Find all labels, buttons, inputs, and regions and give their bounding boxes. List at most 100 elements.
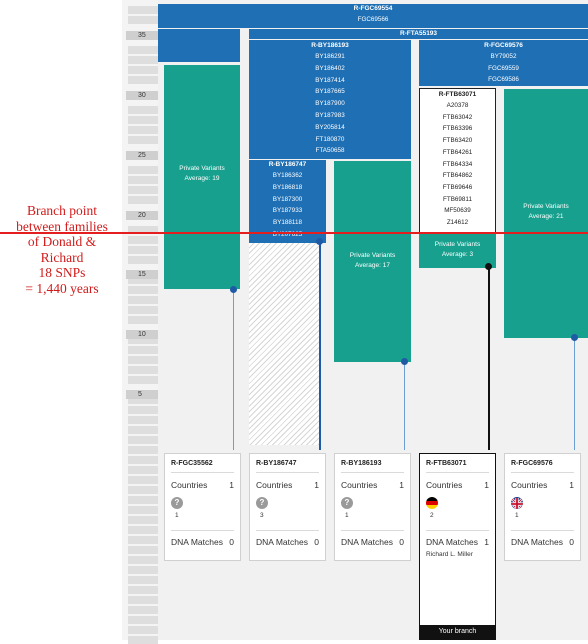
dna-matches-label: DNA Matches [171,537,223,547]
ruler-stripe [128,476,158,484]
private-variants-by186193[interactable]: Private Variants Average: 17 [334,161,411,362]
annotation-line: Richard [40,249,84,265]
snp-label: FTB64334 [442,160,473,168]
countries-label: Countries [171,480,208,490]
dna-match-name[interactable]: Richard L. Miller [426,551,473,558]
ruler-stripe [128,306,158,314]
ruler-stripe [128,116,158,124]
ruler-stripe [128,246,158,254]
private-variants-fgc69576[interactable]: Private Variants Average: 21 [504,89,588,338]
snp-label: BY187300 [272,195,303,203]
branch-point-line [0,232,588,234]
snp-label: FTB63042 [442,113,473,121]
connector-line [404,362,405,452]
snp-label: FGC69586 [488,76,519,83]
ruler-stripe [128,366,158,374]
dna-matches-count: 1 [484,537,489,547]
card-title: R-BY186193 [341,460,382,467]
snp-label: BY187933 [272,207,303,215]
card-title: R-FGC35562 [171,460,213,467]
country-member-count: 2 [430,512,434,519]
ruler-stripe [128,346,158,354]
dna-matches-label: DNA Matches [256,537,308,547]
branch-card-r-by186747[interactable]: R-BY186747 Countries 1? 3 DNA Matches 0 [249,453,326,561]
private-variants-label: Private Variants [523,203,569,210]
dna-matches-count: 0 [569,537,574,547]
node-title: R-BY186747 [268,161,307,168]
node-title: R-FTA55193 [399,30,438,37]
ruler-stripe [128,596,158,604]
private-variants-label: Private Variants [179,165,225,172]
card-divider [341,472,404,473]
node-fgc69554[interactable]: R-FGC69554 FGC69566 [158,4,588,28]
node-title: R-FGC69554 [353,5,393,12]
ruler-stripe [128,56,158,64]
ruler-stripe [128,606,158,614]
countries-count: 1 [484,480,489,490]
node-by186193[interactable]: R-BY186193 BY186291 BY186402 BY187414 BY187… [249,40,411,159]
snp-label: BY207625 [272,230,303,238]
ruler-tick-label: 5 [126,390,158,399]
snp-label: FTB64862 [442,172,473,180]
annotation-line: Branch point [26,203,98,218]
snp-label: MF50639 [444,207,471,215]
card-divider [256,530,319,531]
card-divider [171,472,234,473]
your-branch-label: Your branch [420,625,495,639]
private-variants-label: Private Variants [349,252,396,259]
germany-flag-icon [426,497,438,509]
branch-card-r-fgc69576[interactable]: R-FGC69576 Countries 1 1 DNA Matches 0 [504,453,581,561]
private-variants-average: Average: 21 [528,213,564,220]
node-by186747[interactable]: R-BY186747 BY186362 BY186818 BY187300 BY187… [249,160,326,243]
snp-label: FTB69646 [442,183,473,191]
snp-label: FTA50658 [315,147,345,155]
branch-card-r-fgc35562[interactable]: R-FGC35562 Countries 1? 1 DNA Matches 0 [164,453,241,561]
ruler-stripe [128,466,158,474]
ruler-stripe [128,166,158,174]
private-variants-fgc35562[interactable]: Private Variants Average: 19 [164,65,240,289]
dna-matches-count: 0 [229,537,234,547]
age-ruler: 35 30 25 20 15 10 5 [122,0,158,644]
united-kingdom-flag-icon [511,497,523,509]
node-title: R-FGC69576 [484,42,523,49]
snp-label: FT180870 [315,135,345,143]
node-ftb63071[interactable]: R-FTB63071 A20378 FTB63042 FTB63396 FTB6342… [419,88,496,233]
ruler-stripe [128,356,158,364]
dna-matches-count: 0 [399,537,404,547]
ruler-stripe [128,76,158,84]
node-fta55193[interactable]: R-FTA55193 [249,29,588,39]
countries-label: Countries [511,480,548,490]
ruler-stripe [128,276,158,284]
branch-card-r-ftb63071[interactable]: R-FTB63071 Countries 1 2 DNA Matches 1 Richard… [419,453,496,640]
ruler-stripe [128,576,158,584]
connector-line [319,243,321,452]
snp-label: BY186818 [272,183,303,191]
ruler-stripe [128,256,158,264]
card-divider [171,530,234,531]
card-title: R-FGC69576 [511,460,553,467]
node-fgc69576[interactable]: R-FGC69576 BY79052 FGC69559 FGC69586 [419,40,588,86]
card-divider [511,472,574,473]
ruler-stripe [128,336,158,344]
connector-line [574,338,575,452]
connector-line [233,290,234,452]
snp-label: BY187983 [315,111,345,119]
snp-label: BY79052 [490,53,517,60]
ruler-stripe [128,376,158,384]
countries-count: 1 [314,480,319,490]
node-title: R-FTB63071 [438,91,477,98]
connector-dot [485,263,492,270]
card-divider [426,472,489,473]
ruler-stripe [128,516,158,524]
branch-card-r-by186193[interactable]: R-BY186193 Countries 1? 1 DNA Matches 0 [334,453,411,561]
ruler-stripe [128,236,158,244]
snp-label: BY186291 [315,53,345,60]
ruler-stripe [128,566,158,574]
ruler-stripe [128,406,158,414]
unknown-country-icon: ? [341,497,353,509]
branch-point-annotation: Branch point between families of Donald … [0,203,124,297]
ruler-tick-label: 10 [126,330,158,339]
ruler-stripe [128,456,158,464]
private-variants-ftb63071[interactable]: Private Variants Average: 3 [419,234,496,268]
ruler-stripe [128,496,158,504]
